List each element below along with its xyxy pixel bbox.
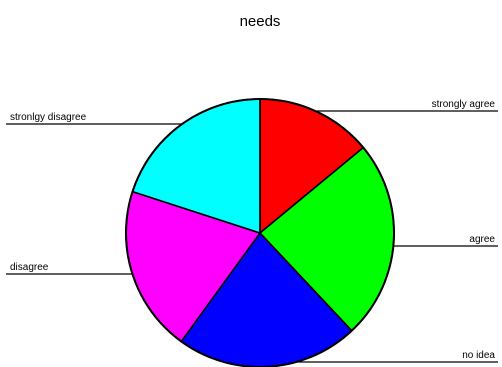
- pie-outline: [125, 98, 395, 367]
- slice-label-disagree: disagree: [10, 262, 49, 273]
- slice-label-strongly-agree: strongly agree: [432, 99, 496, 110]
- slice-label-no-idea: no idea: [462, 350, 495, 361]
- pie-slices: [125, 98, 395, 367]
- slice-labels: strongly agree agree no idea disagree stronl…: [6, 99, 498, 363]
- slice-label-stronlgy-disagree: stronlgy disagree: [10, 112, 87, 123]
- slice-label-agree: agree: [469, 234, 495, 245]
- chart-title: needs: [240, 13, 281, 30]
